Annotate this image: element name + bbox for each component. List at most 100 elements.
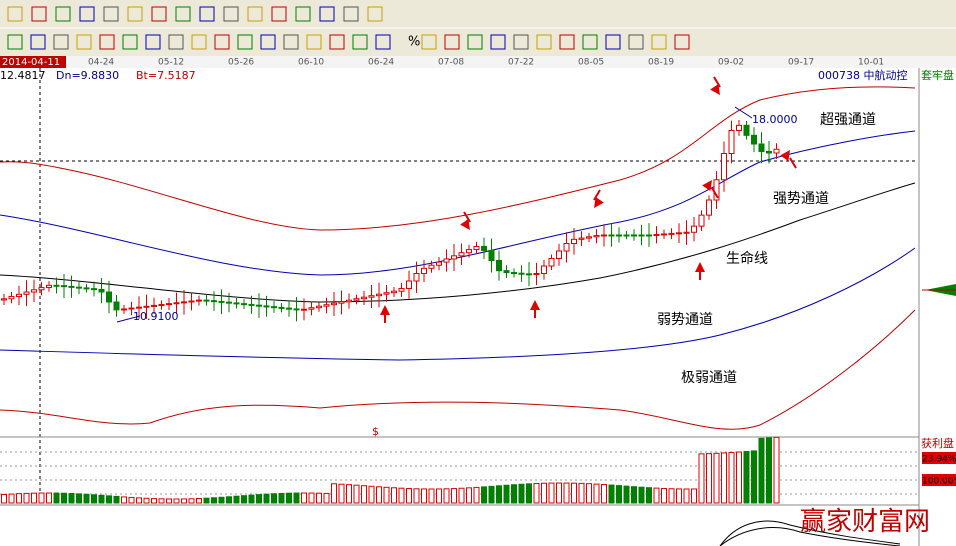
candle-body — [23, 291, 30, 295]
tool-icon[interactable] — [99, 34, 115, 50]
timeline-date: 08-05 — [578, 58, 604, 68]
volume-bar — [233, 495, 240, 504]
tool-icon[interactable] — [271, 6, 287, 22]
candle-body — [203, 299, 210, 302]
tool-icon[interactable] — [76, 34, 92, 50]
tool-icon[interactable] — [30, 34, 46, 50]
tool-icon[interactable] — [674, 34, 690, 50]
candle-body — [383, 292, 390, 295]
tool-icon[interactable] — [168, 34, 184, 50]
candle-body — [16, 293, 22, 298]
candle-body — [248, 303, 255, 306]
volume-bar — [376, 486, 382, 504]
volume-bar — [136, 497, 142, 504]
arrow — [780, 150, 790, 162]
volume-bar — [98, 494, 105, 504]
tool-icon[interactable] — [467, 34, 483, 50]
timeline-date: 06-24 — [368, 58, 394, 68]
indicator-line — [719, 527, 901, 546]
tool-icon[interactable] — [7, 6, 23, 22]
tool-icon[interactable] — [605, 34, 621, 50]
tool-icon[interactable] — [559, 34, 575, 50]
tool-icon[interactable] — [283, 34, 299, 50]
candle-body — [346, 299, 352, 303]
tool-icon[interactable] — [329, 34, 345, 50]
candle-body — [31, 289, 37, 293]
tool-icon[interactable] — [175, 6, 191, 22]
tool-icon[interactable] — [191, 34, 207, 50]
volume-bar — [241, 495, 247, 504]
tool-icon[interactable] — [151, 6, 167, 22]
tool-icon[interactable] — [295, 6, 311, 22]
upper-red-channel — [0, 86, 916, 231]
toolbar-icons[interactable] — [7, 6, 690, 50]
tool-icon[interactable] — [260, 34, 276, 50]
candle-body — [436, 261, 442, 266]
volume-grid — [0, 451, 919, 495]
tool-icon[interactable] — [343, 6, 359, 22]
volume-bar — [451, 488, 457, 504]
volume-bar — [458, 487, 465, 504]
candle-body — [98, 288, 105, 293]
tool-icon[interactable] — [444, 34, 460, 50]
tool-icon[interactable] — [319, 6, 335, 22]
tool-icon[interactable] — [375, 34, 391, 50]
tool-icon[interactable] — [199, 6, 215, 22]
tool-icon[interactable] — [513, 34, 529, 50]
candle-body — [233, 302, 240, 305]
timeline-bar — [0, 56, 956, 68]
tool-icon[interactable] — [237, 34, 253, 50]
volume-bar — [691, 488, 697, 504]
tool-icon[interactable] — [122, 34, 138, 50]
percent-button[interactable]: % — [408, 35, 420, 50]
candle-body — [113, 301, 120, 311]
tool-icon[interactable] — [582, 34, 598, 50]
candle-body — [736, 124, 742, 132]
candle-body — [263, 305, 270, 308]
tool-icon[interactable] — [651, 34, 667, 50]
tool-icon[interactable] — [53, 34, 69, 50]
tool-icon[interactable] — [628, 34, 644, 50]
candle-body — [173, 302, 180, 305]
volume-bar — [106, 495, 112, 504]
tool-icon[interactable] — [421, 34, 437, 50]
tool-icon[interactable] — [7, 34, 23, 50]
tool-icon[interactable] — [306, 34, 322, 50]
side-tab[interactable]: 套牢盘 — [921, 68, 954, 82]
timeline-date: 10-01 — [858, 58, 884, 68]
tool-icon[interactable] — [127, 6, 143, 22]
tool-icon[interactable] — [247, 6, 263, 22]
volume-bar — [541, 482, 547, 504]
tool-icon[interactable] — [490, 34, 506, 50]
tool-icon[interactable] — [367, 6, 383, 22]
arrow — [695, 262, 705, 272]
candle-body — [541, 265, 547, 274]
tool-icon[interactable] — [214, 34, 230, 50]
candle-body — [61, 285, 67, 288]
tool-icon[interactable] — [79, 6, 95, 22]
volume-bar — [713, 452, 720, 504]
arrow — [380, 305, 390, 315]
candle-body — [136, 306, 142, 309]
candle-body — [631, 234, 637, 237]
tool-icon[interactable] — [223, 6, 239, 22]
candle-body — [593, 235, 600, 238]
tool-icon[interactable] — [145, 34, 161, 50]
volume-bar — [488, 485, 495, 504]
tool-icon[interactable] — [55, 6, 71, 22]
tool-icon[interactable] — [352, 34, 368, 50]
volume-bar — [361, 485, 367, 504]
channel-label: 极弱通道 — [681, 370, 737, 386]
tool-icon[interactable] — [536, 34, 552, 50]
candle-body — [676, 232, 682, 235]
volume-bar — [331, 483, 337, 504]
arrow — [460, 218, 470, 230]
timeline-date: 06-10 — [298, 58, 324, 68]
candle-body — [443, 258, 450, 263]
volume-bar — [218, 496, 225, 504]
volume-bar — [323, 492, 330, 504]
arrow-shaft — [713, 76, 721, 88]
tool-icon[interactable] — [31, 6, 47, 22]
candle-body — [518, 272, 525, 275]
tool-icon[interactable] — [103, 6, 119, 22]
